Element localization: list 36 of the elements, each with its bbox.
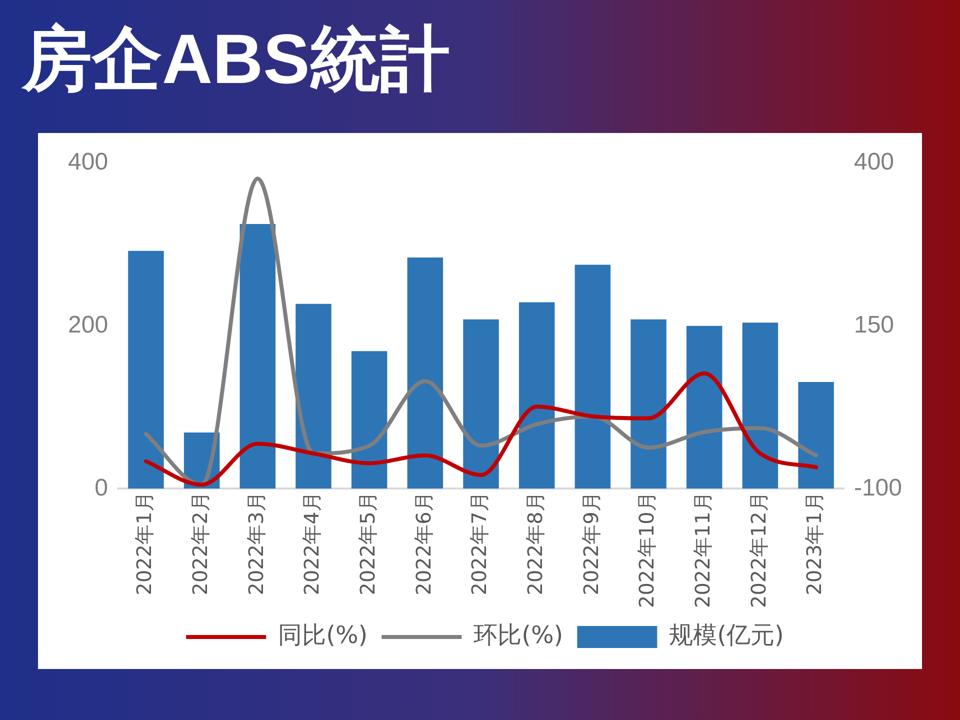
y2-tick-label: 400 [854, 148, 894, 176]
x-tick-label: 2022年10月 [634, 492, 659, 608]
y-tick-label: 0 [94, 474, 108, 502]
x-tick-label: 2022年11月 [690, 492, 715, 608]
y-tick-label: 200 [68, 311, 108, 338]
x-tick-label: 2022年7月 [467, 492, 492, 596]
x-tick-label: 2022年2月 [188, 492, 212, 596]
x-tick-label: 2022年3月 [244, 492, 268, 596]
bar [518, 302, 555, 489]
y2-tick-label: -100 [854, 474, 902, 502]
line-series [144, 371, 818, 487]
bar [798, 382, 834, 489]
legend-label: 同比(%) [278, 621, 368, 650]
y2-tick-label: 150 [854, 311, 894, 338]
y-tick-label: 400 [68, 148, 108, 176]
x-tick-label: 2022年4月 [300, 492, 324, 596]
bar [742, 322, 778, 489]
bar [574, 264, 611, 489]
bar [296, 304, 332, 489]
bar [351, 351, 388, 489]
x-tick-label: 2023年1月 [802, 492, 826, 596]
legend-label: 规模(亿元) [669, 621, 784, 650]
bar [463, 319, 499, 489]
x-tick-label: 2022年6月 [411, 492, 436, 596]
bar [630, 319, 666, 489]
bar [240, 224, 276, 489]
x-tick-label: 2022年12月 [746, 492, 770, 608]
chart-title: 房企ABS統計 [22, 19, 450, 100]
bar [407, 257, 444, 489]
legend-label: 环比(%) [474, 621, 564, 650]
bar [128, 250, 164, 489]
x-tick-label: 2022年5月 [356, 492, 380, 596]
x-tick-label: 2022年1月 [132, 492, 156, 596]
x-tick-label: 2022年8月 [523, 492, 548, 596]
x-tick-label: 2022年9月 [578, 492, 603, 596]
bar [686, 326, 722, 489]
